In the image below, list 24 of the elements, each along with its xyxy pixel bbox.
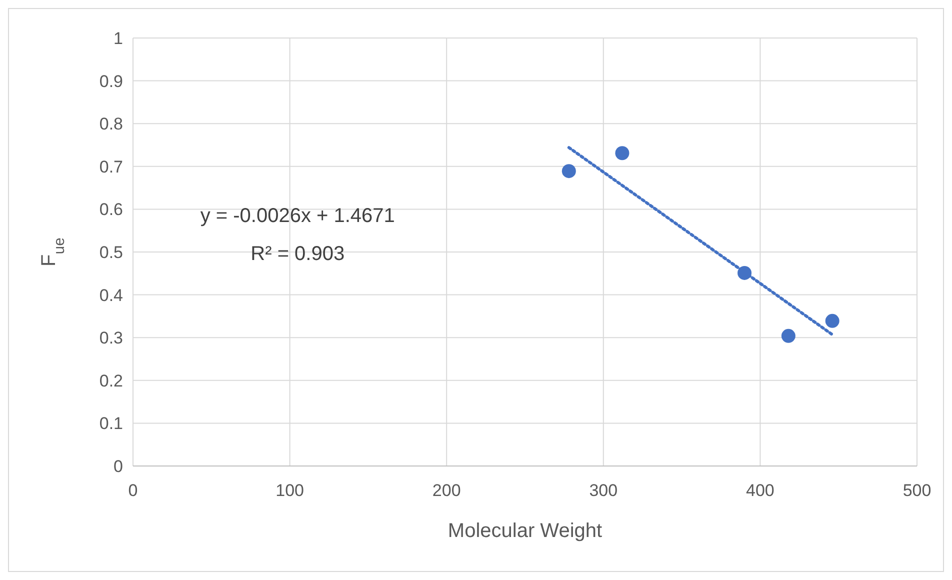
y-tick-label: 0.6 [99, 200, 123, 220]
x-tick-label: 500 [902, 481, 932, 500]
annotation: y = -0.0026x + 1.4671 [200, 205, 395, 227]
y-tick-label: 0.5 [99, 242, 123, 262]
y-tick-label: 0.8 [99, 114, 123, 134]
x-tick-label: 300 [589, 481, 618, 500]
y-tick-label: 0.9 [99, 72, 123, 91]
y-tick-label: 0.3 [99, 328, 123, 348]
point [781, 328, 796, 343]
x-tick-label: 400 [746, 481, 774, 500]
y-tick-label: 1 [114, 28, 123, 48]
x-tick-label: 100 [276, 481, 304, 500]
point [825, 314, 840, 328]
y-tick-label: 0.2 [99, 371, 123, 390]
x-tick-label: 200 [432, 481, 461, 500]
y-tick-label: 0.4 [99, 286, 123, 305]
point [562, 164, 576, 178]
y-tick-label: 0 [114, 456, 123, 476]
x-axis-title: Molecular Weight [448, 520, 603, 542]
x-tick-label: 0 [128, 481, 138, 500]
y-tick-label: 0.1 [99, 414, 123, 434]
y-tick-label: 0.7 [99, 157, 123, 176]
annotation: R² = 0.903 [250, 243, 345, 265]
point [615, 146, 630, 160]
